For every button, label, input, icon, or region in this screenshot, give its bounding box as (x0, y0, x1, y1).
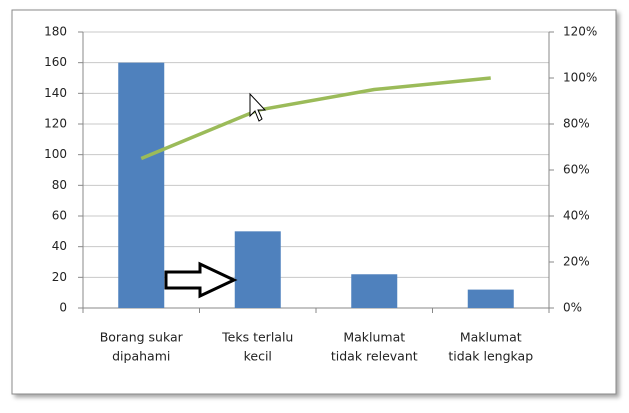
x-tick-label: kecil (244, 349, 272, 364)
y2-tick-label: 60% (563, 163, 590, 177)
y2-tick-label: 100% (563, 71, 597, 85)
arrow-annotation (164, 261, 238, 299)
y-tick-label: 120 (44, 117, 67, 131)
bar (467, 289, 514, 308)
y-tick-label: 20 (52, 270, 67, 284)
y-tick-label: 180 (44, 25, 67, 39)
bar (118, 62, 165, 308)
y-tick-label: 100 (44, 147, 67, 161)
mouse-cursor (249, 92, 267, 122)
bar (351, 274, 398, 308)
y2-tick-label: 80% (563, 117, 590, 131)
chart-frame (11, 9, 617, 395)
bar (234, 231, 281, 308)
line-series (140, 76, 491, 161)
y-tick-label: 0 (59, 301, 67, 315)
x-tick-label: Borang sukar (100, 330, 184, 345)
y2-tick-label: 0% (563, 301, 582, 315)
plot-area: 0 20 40 60 80 100 120 140 160 180 0% 20% 40% 60% 80% 10… (44, 25, 597, 364)
y-tick-label: 40 (52, 239, 67, 253)
y-tick-label: 160 (44, 55, 67, 69)
x-tick-label: Teks terlalu (221, 330, 293, 345)
x-tick-label: tidak relevant (331, 349, 418, 364)
y2-tick-label: 20% (563, 255, 590, 269)
x-tick-label: tidak lengkap (448, 349, 533, 364)
x-tick-label: dipahami (112, 349, 170, 364)
y-tick-label: 140 (44, 86, 67, 100)
y2-tick-label: 120% (563, 25, 597, 39)
y-tick-label: 60 (52, 209, 67, 223)
y2-tick-label: 40% (563, 209, 590, 223)
y-tick-label: 80 (52, 178, 67, 192)
decorations (164, 92, 267, 299)
x-tick-label: Maklumat (460, 330, 522, 345)
x-tick-label: Maklumat (343, 330, 405, 345)
